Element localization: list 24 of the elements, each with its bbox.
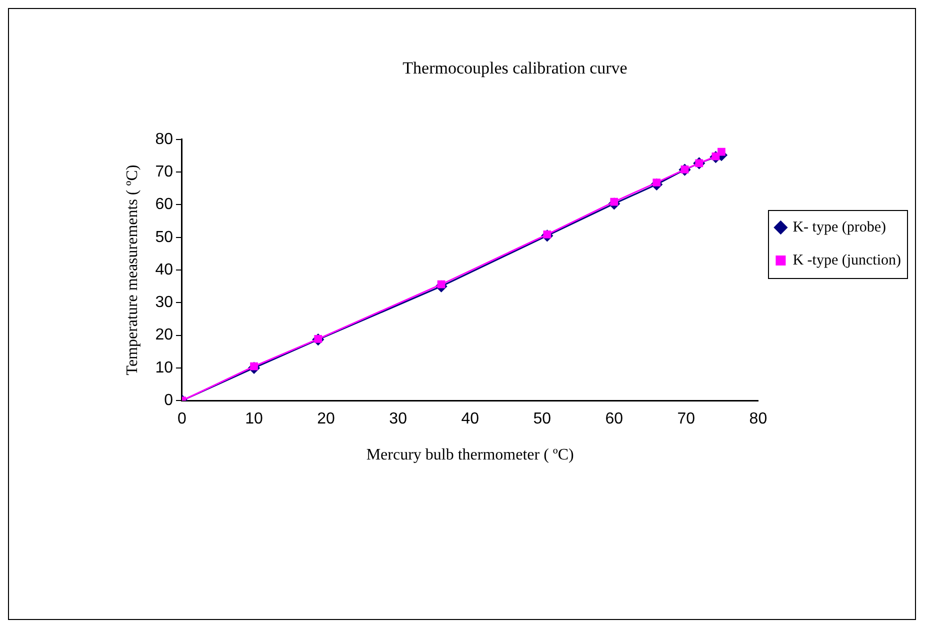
x-tick-label: 20 bbox=[317, 410, 336, 428]
legend-label: K -type (junction) bbox=[792, 252, 902, 268]
x-tick-label: 40 bbox=[461, 410, 480, 428]
y-tick-label: 70 bbox=[155, 163, 174, 180]
y-tick-label: 60 bbox=[155, 196, 174, 214]
y-tick-label: 80 bbox=[155, 130, 174, 148]
y-axis-title: Temperature measurements ( ºC) bbox=[124, 164, 141, 376]
y-tick-label: 20 bbox=[155, 326, 174, 344]
y-tick-label: 30 bbox=[155, 294, 174, 312]
point bbox=[718, 148, 726, 156]
chart-title: Thermocouples calibration curve bbox=[402, 58, 628, 78]
x-tick-label: 10 bbox=[245, 410, 264, 428]
y-tick-label: 0 bbox=[164, 392, 174, 410]
x-tick-label: 30 bbox=[389, 410, 408, 428]
x-tick-label: 0 bbox=[178, 410, 187, 428]
x-tick-label: 60 bbox=[605, 410, 624, 428]
y-tick-label: 40 bbox=[155, 261, 174, 278]
legend-label: K- type (probe) bbox=[792, 219, 886, 236]
y-tick-label: 10 bbox=[155, 359, 174, 376]
y-tick-label: 50 bbox=[155, 228, 174, 246]
x-tick-label: 80 bbox=[749, 410, 768, 428]
x-tick-label: 50 bbox=[533, 410, 552, 428]
x-tick-label: 70 bbox=[677, 410, 696, 428]
x-axis-title: Mercury bulb thermometer ( ºC) bbox=[366, 446, 574, 464]
